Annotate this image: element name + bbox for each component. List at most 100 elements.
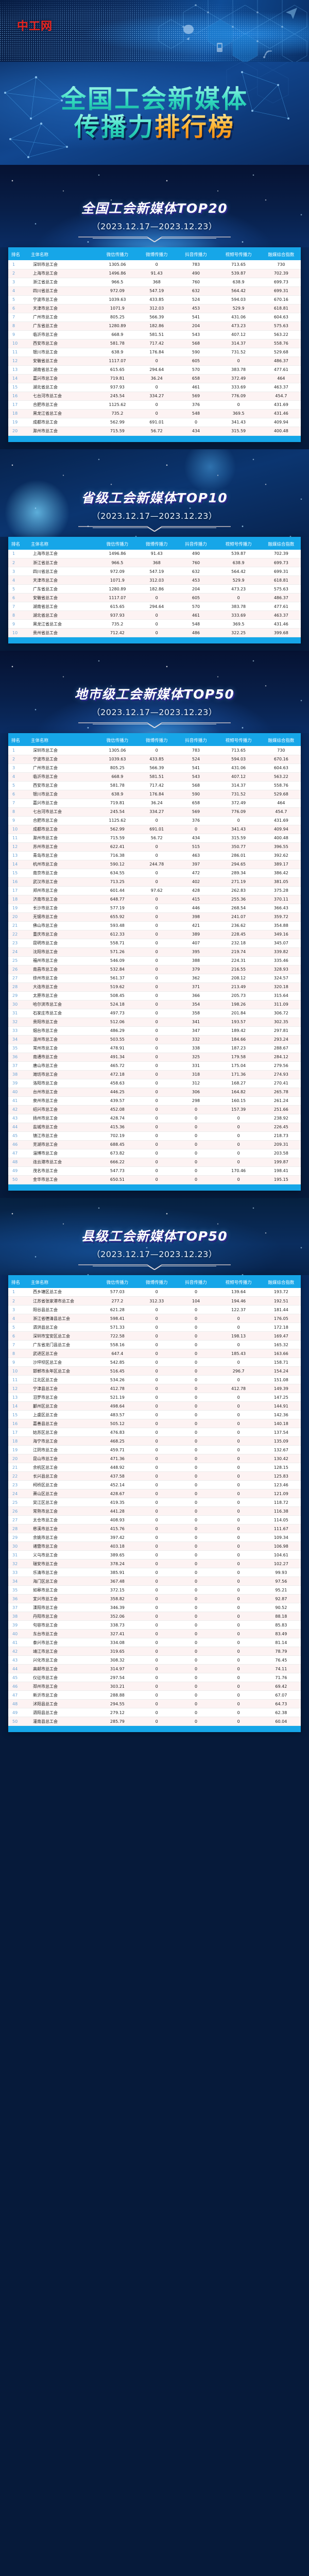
table-row[interactable]: 20 昆山市总工会 471.36 0 0 0 130.42	[8, 1454, 301, 1463]
table-row[interactable]: 50 金华市总工会 650.51 0 0 0 195.15	[8, 1175, 301, 1184]
table-row[interactable]: 23 昆明市总工会 558.71 0 407 232.18 345.07	[8, 939, 301, 948]
table-row[interactable]: 17 姑苏区总工会 476.83 0 0 0 137.54	[8, 1428, 301, 1437]
table-row[interactable]: 8 广东省总工会 1280.89 182.86 204 473.23 575.63	[8, 321, 301, 331]
column-header-6[interactable]: 融媒综合指数	[261, 1277, 301, 1288]
table-row[interactable]: 6 安徽省总工会 1117.07 0 605 0 486.37	[8, 593, 301, 602]
column-header-4[interactable]: 抖音传播力	[176, 539, 216, 550]
table-row[interactable]: 10 贵州省总工会 712.42 0 486 322.25 399.68	[8, 628, 301, 637]
table-row[interactable]: 16 嘉善县总工会 505.12 0 0 0 140.18	[8, 1419, 301, 1428]
column-header-2[interactable]: 微信传播力	[97, 1277, 138, 1288]
table-row[interactable]: 33 烟台市总工会 486.29 0 347 189.42 297.81	[8, 1026, 301, 1036]
table-row[interactable]: 6 深圳市宝安区总工会 722.58 0 0 198.13 169.47	[8, 1331, 301, 1341]
table-row[interactable]: 36 宜兴市总工会 358.82 0 0 0 92.87	[8, 1594, 301, 1603]
table-row[interactable]: 26 常熟市总工会 441.28 0 0 0 116.38	[8, 1506, 301, 1516]
column-header-6[interactable]: 融媒综合指数	[261, 736, 301, 746]
table-row[interactable]: 13 汨罗市总工会 521.19 0 0 0 147.25	[8, 1393, 301, 1402]
table-row[interactable]: 2 上海市总工会 1496.86 91.43 490 539.87 702.39	[8, 269, 301, 278]
table-row[interactable]: 46 邳州市总工会 303.21 0 0 0 69.42	[8, 1682, 301, 1691]
table-row[interactable]: 38 潍坊市总工会 472.18 0 318 171.36 274.93	[8, 1070, 301, 1079]
table-row[interactable]: 21 余杭区总工会 448.92 0 0 0 128.15	[8, 1463, 301, 1472]
column-header-5[interactable]: 视频号传播力	[215, 736, 262, 746]
column-header-5[interactable]: 视频号传播力	[215, 250, 262, 260]
table-row[interactable]: 9 黑龙江省总工会 735.2 0 548 369.5 431.46	[8, 619, 301, 629]
table-row[interactable]: 14 嘉兴市总工会 719.81 36.24 658 372.49 464	[8, 374, 301, 383]
table-row[interactable]: 34 温州市总工会 503.55 0 332 184.66 293.24	[8, 1035, 301, 1044]
table-row[interactable]: 34 海门区总工会 367.48 0 0 0 97.56	[8, 1577, 301, 1586]
table-row[interactable]: 7 广东省龙门县总工会 558.16 0 0 0 165.32	[8, 1340, 301, 1349]
table-row[interactable]: 5 宁波市总工会 1039.63 433.85 524 594.03 670.16	[8, 295, 301, 304]
table-row[interactable]: 1 上海市总工会 1496.86 91.43 490 539.87 702.39	[8, 549, 301, 558]
column-header-3[interactable]: 微博传播力	[137, 1277, 177, 1288]
table-row[interactable]: 8 湖北省总工会 937.93 0 461 333.69 463.37	[8, 611, 301, 620]
table-row[interactable]: 39 句容市总工会 338.73 0 0 0 85.83	[8, 1620, 301, 1630]
table-row[interactable]: 19 成都市总工会 562.99 691.01 0 341.43 409.94	[8, 418, 301, 427]
table-row[interactable]: 12 苏州市总工会 622.41 0 515 350.77 396.55	[8, 842, 301, 852]
table-row[interactable]: 22 长兴县总工会 437.58 0 0 0 125.83	[8, 1471, 301, 1481]
table-row[interactable]: 9 临沂市总工会 668.9 581.51 543 407.12 563.22	[8, 330, 301, 340]
column-header-0[interactable]: 排名	[8, 250, 27, 260]
column-header-1[interactable]: 主体名称	[27, 1277, 98, 1288]
table-row[interactable]: 3 阳谷县总工会 621.28 0 0 122.37 181.44	[8, 1305, 301, 1314]
table-row[interactable]: 35 如皋市总工会 372.15 0 0 0 95.21	[8, 1585, 301, 1595]
table-row[interactable]: 44 高邮市总工会 314.97 0 0 0 74.11	[8, 1664, 301, 1673]
table-row[interactable]: 13 湖南省总工会 615.65 294.64 570 383.78 477.61	[8, 365, 301, 375]
table-row[interactable]: 19 江阴市总工会 459.71 0 0 0 132.67	[8, 1445, 301, 1454]
table-row[interactable]: 16 七台河市总工会 245.54 334.27 569 776.09 454.7	[8, 392, 301, 401]
table-row[interactable]: 12 安徽省总工会 1117.07 0 605 0 486.37	[8, 357, 301, 366]
table-row[interactable]: 27 太仓市总工会 408.93 0 0 0 114.05	[8, 1515, 301, 1524]
table-row[interactable]: 14 杭州市总工会 590.12 244.78 397 294.65 389.17	[8, 860, 301, 869]
site-logo[interactable]: 中工网	[17, 20, 53, 33]
column-header-5[interactable]: 视频号传播力	[215, 539, 262, 550]
column-header-0[interactable]: 排名	[8, 539, 27, 550]
column-header-6[interactable]: 融媒综合指数	[261, 539, 301, 550]
column-header-3[interactable]: 微博传播力	[137, 736, 177, 746]
table-row[interactable]: 27 徐州市总工会 561.37 0 362 208.12 324.57	[8, 974, 301, 983]
table-row[interactable]: 15 南京市总工会 634.55 0 472 289.34 386.42	[8, 869, 301, 878]
table-row[interactable]: 1 西乡塘区总工会 577.03 0 0 139.64 193.72	[8, 1287, 301, 1297]
table-row[interactable]: 46 芜湖市总工会 688.45 0 0 0 209.31	[8, 1140, 301, 1149]
table-row[interactable]: 5 广东省总工会 1280.89 182.86 204 473.23 575.63	[8, 584, 301, 594]
table-row[interactable]: 10 成都市总工会 562.99 691.01 0 341.43 409.94	[8, 825, 301, 834]
table-row[interactable]: 15 湖北省总工会 937.93 0 461 333.69 463.37	[8, 383, 301, 392]
table-row[interactable]: 37 唐山市总工会 465.72 0 331 175.04 279.56	[8, 1061, 301, 1071]
column-header-4[interactable]: 抖音传播力	[176, 1277, 216, 1288]
table-row[interactable]: 4 四川省总工会 972.09 547.19 632 564.42 699.31	[8, 286, 301, 296]
table-row[interactable]: 47 淄博市总工会 673.82 0 0 0 203.58	[8, 1149, 301, 1158]
table-row[interactable]: 49 泗阳县总工会 279.12 0 0 0 62.38	[8, 1708, 301, 1717]
table-row[interactable]: 16 武汉市总工会 713.25 0 402 271.19 381.05	[8, 877, 301, 887]
table-row[interactable]: 43 扬州市总工会 428.74 0 0 0 238.92	[8, 1114, 301, 1123]
table-row[interactable]: 22 重庆市总工会 612.33 0 389 228.45 349.16	[8, 930, 301, 939]
column-header-4[interactable]: 抖音传播力	[176, 736, 216, 746]
column-header-1[interactable]: 主体名称	[27, 250, 98, 260]
table-row[interactable]: 48 沭阳县总工会 294.55 0 0 0 64.73	[8, 1699, 301, 1708]
table-row[interactable]: 30 哈尔滨市总工会 524.18 0 354 198.26 311.09	[8, 1000, 301, 1009]
table-row[interactable]: 19 长沙市总工会 577.19 0 446 268.54 366.43	[8, 904, 301, 913]
table-row[interactable]: 18 海宁市总工会 468.25 0 0 0 135.09	[8, 1436, 301, 1446]
table-row[interactable]: 3 四川省总工会 972.09 547.19 632 564.42 699.31	[8, 567, 301, 576]
table-row[interactable]: 18 济南市总工会 648.77 0 415 255.36 370.11	[8, 895, 301, 904]
table-row[interactable]: 32 瑞安市总工会 378.24 0 0 0 102.27	[8, 1559, 301, 1568]
table-row[interactable]: 32 贵阳市总工会 512.06 0 341 193.57 302.35	[8, 1018, 301, 1027]
column-header-0[interactable]: 排名	[8, 1277, 27, 1288]
table-row[interactable]: 38 丹阳市总工会 352.06 0 0 0 88.18	[8, 1612, 301, 1621]
table-row[interactable]: 6 天津市总工会 1071.9 312.03 453 529.9 618.81	[8, 304, 301, 313]
table-row[interactable]: 4 浙江省德清县总工会 598.41 0 0 0 176.05	[8, 1314, 301, 1323]
table-row[interactable]: 9 沙坪坝区总工会 542.85 0 0 0 158.71	[8, 1358, 301, 1367]
table-row[interactable]: 43 兴化市总工会 308.32 0 0 0 76.45	[8, 1655, 301, 1665]
table-row[interactable]: 5 西安市总工会 581.78 717.42 568 314.37 558.76	[8, 781, 301, 790]
table-row[interactable]: 24 萧山区总工会 428.67 0 0 0 121.09	[8, 1489, 301, 1498]
table-row[interactable]: 15 上虞区总工会 483.57 0 0 0 142.36	[8, 1410, 301, 1419]
column-header-3[interactable]: 微博传播力	[137, 250, 177, 260]
column-header-6[interactable]: 融媒综合指数	[261, 250, 301, 260]
column-header-4[interactable]: 抖音传播力	[176, 250, 216, 260]
table-row[interactable]: 36 南通市总工会 491.34 0 325 179.58 284.12	[8, 1053, 301, 1062]
table-row[interactable]: 28 慈溪市总工会 415.76 0 0 0 111.67	[8, 1524, 301, 1533]
table-row[interactable]: 35 常州市总工会 478.91 0 338 187.23 288.67	[8, 1044, 301, 1053]
column-header-1[interactable]: 主体名称	[27, 736, 98, 746]
column-header-2[interactable]: 微信传播力	[97, 250, 138, 260]
table-row[interactable]: 44 盐城市总工会 415.36 0 0 0 226.45	[8, 1123, 301, 1132]
table-row[interactable]: 33 乐清市总工会 385.91 0 0 0 99.93	[8, 1568, 301, 1577]
table-row[interactable]: 41 泰兴市总工会 334.08 0 0 0 81.14	[8, 1638, 301, 1647]
table-row[interactable]: 9 合肥市总工会 1125.62 0 376 0 431.69	[8, 816, 301, 825]
table-row[interactable]: 39 洛阳市总工会 458.63 0 312 168.27 270.41	[8, 1079, 301, 1088]
